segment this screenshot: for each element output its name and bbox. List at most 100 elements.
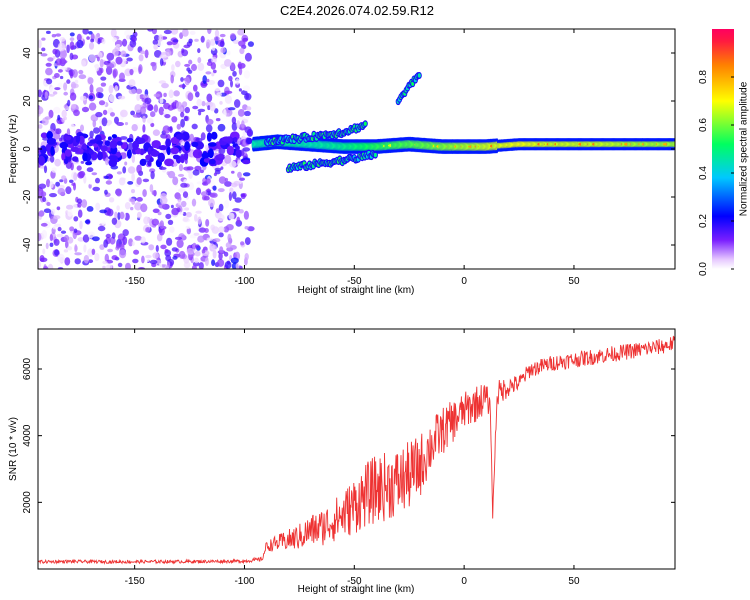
spectrogram-noise-blob — [158, 34, 164, 42]
spectrogram-noise-blob — [108, 174, 113, 179]
spectrogram-band-blob — [201, 152, 210, 159]
spectrogram-noise-blob — [55, 33, 62, 37]
spectrogram-noise-blob — [69, 92, 77, 101]
spectrogram-noise-blob — [95, 202, 101, 211]
spectrogram-noise-blob — [105, 157, 109, 166]
spectrogram-noise-blob — [140, 203, 148, 213]
spectrogram-noise-blob — [104, 189, 108, 195]
spectrogram-noise-blob — [65, 186, 72, 195]
spectrogram-noise-blob — [58, 137, 63, 142]
spectrogram-noise-blob — [247, 41, 254, 47]
spectrogram-band-blob — [40, 132, 48, 139]
spectrogram-noise-blob — [48, 109, 54, 119]
spectrogram-noise-blob — [194, 250, 201, 257]
spectrogram-noise-blob — [128, 88, 137, 95]
spectrogram-noise-blob — [110, 29, 117, 38]
spectrogram-noise-blob — [91, 172, 98, 176]
spectrogram-noise-blob — [205, 178, 211, 185]
spectrogram-band-blob — [88, 149, 95, 155]
spectrogram-noise-blob — [38, 89, 42, 98]
spectrogram-noise-blob — [247, 226, 255, 232]
spectrogram-band-blob — [184, 151, 189, 161]
spectrogram-noise-blob — [178, 84, 187, 88]
spectrogram-band-blob — [147, 147, 152, 156]
colorbar: 0.0 0.2 0.4 0.6 0.8 Normalized spectral ampl… — [698, 29, 750, 276]
spectrogram-noise-blob — [184, 63, 191, 67]
spectrogram-noise-blob — [67, 99, 71, 107]
spectrogram-noise-blob — [63, 234, 70, 242]
spectrogram-noise-blob — [87, 231, 96, 239]
spectrogram-noise-blob — [230, 80, 233, 88]
spectrogram-noise-blob — [117, 212, 121, 221]
spectrogram-noise-blob — [238, 40, 246, 47]
spectrogram-noise-blob — [40, 53, 48, 57]
spectrogram-noise-blob — [124, 29, 132, 37]
spectrogram-noise-blob — [39, 255, 45, 262]
spectrogram-noise-blob — [209, 192, 218, 198]
spectrogram-noise-blob — [57, 114, 61, 121]
spectrogram-noise-blob — [110, 112, 115, 117]
spectrogram-noise-blob — [224, 181, 232, 187]
spectrogram-noise-blob — [83, 175, 87, 184]
spectrogram-noise-blob — [188, 59, 193, 65]
spectrogram-noise-blob — [186, 247, 194, 255]
spectrogram-noise-blob — [136, 164, 142, 174]
spectrogram-noise-blob — [220, 47, 226, 54]
spectrogram-band-blob — [116, 141, 123, 146]
chart-title: C2E4.2026.074.02.59.R12 — [280, 3, 434, 18]
spectrogram-noise-blob — [79, 95, 87, 101]
spectrogram-noise-blob — [209, 38, 216, 46]
spectrogram-noise-blob — [207, 29, 212, 35]
spectrogram-noise-blob — [224, 95, 232, 104]
spectrogram-noise-blob — [149, 259, 158, 265]
spectrogram-noise-blob — [197, 62, 205, 71]
spectrogram-noise-blob — [206, 237, 214, 241]
spectrogram-band-blob — [210, 131, 218, 140]
spectrogram-noise-blob — [67, 246, 73, 251]
spectrogram-noise-blob — [82, 234, 90, 243]
spectrogram-noise-blob — [38, 39, 42, 49]
spectrogram-noise-blob — [152, 252, 159, 259]
spectrogram-noise-blob — [174, 236, 183, 240]
spectrogram-noise-blob — [57, 188, 66, 195]
spectrogram-noise-blob — [102, 109, 108, 116]
spectrogram-noise-blob — [95, 111, 103, 118]
spectrogram-band-blob — [233, 137, 238, 143]
spectrogram-noise-blob — [188, 170, 193, 179]
spectrogram-noise-blob — [167, 261, 171, 268]
snr-plot-area — [38, 335, 675, 565]
spectrogram-noise-blob — [106, 208, 114, 217]
spectrogram-noise-blob — [166, 237, 173, 246]
spectrogram-band-blob — [40, 145, 47, 155]
spectrogram-noise-blob — [69, 70, 74, 79]
spectrogram-noise-blob — [152, 129, 160, 136]
spectrogram-band-blob — [139, 158, 147, 166]
spectrogram-noise-blob — [145, 254, 152, 259]
spectrogram-noise-blob — [198, 262, 204, 269]
spectrogram-noise-blob — [244, 237, 251, 246]
spectrogram-noise-blob — [53, 238, 60, 246]
spectrogram-noise-blob — [180, 118, 186, 128]
spectrogram-noise-blob — [230, 257, 239, 264]
spectrogram-noise-blob — [224, 154, 232, 164]
spectrogram-noise-blob — [239, 177, 245, 181]
spectrogram-noise-blob — [69, 179, 74, 183]
spectrogram-noise-blob — [226, 50, 231, 56]
spectrogram-noise-blob — [51, 34, 57, 38]
spectrogram-band-blob — [72, 141, 78, 147]
spectrogram-noise-blob — [188, 38, 193, 44]
spectrogram-noise-blob — [241, 120, 245, 129]
spectrogram-noise-blob — [211, 72, 215, 77]
spectrogram-band-blob — [209, 158, 216, 165]
spectrogram-noise-blob — [46, 202, 51, 206]
spectrogram-noise-blob — [173, 90, 180, 97]
spectrogram-noise-blob — [53, 215, 61, 220]
spectrogram-noise-blob — [237, 171, 242, 179]
spectrogram-noise-blob — [106, 52, 115, 61]
spectrogram-noise-blob — [175, 101, 183, 110]
spectrogram-noise-blob — [218, 176, 227, 184]
spectrogram-noise-blob — [161, 83, 169, 89]
spectrogram-noise-blob — [77, 237, 85, 242]
spectrogram-noise-blob — [244, 52, 252, 62]
spectrogram-noise-blob — [120, 50, 127, 58]
